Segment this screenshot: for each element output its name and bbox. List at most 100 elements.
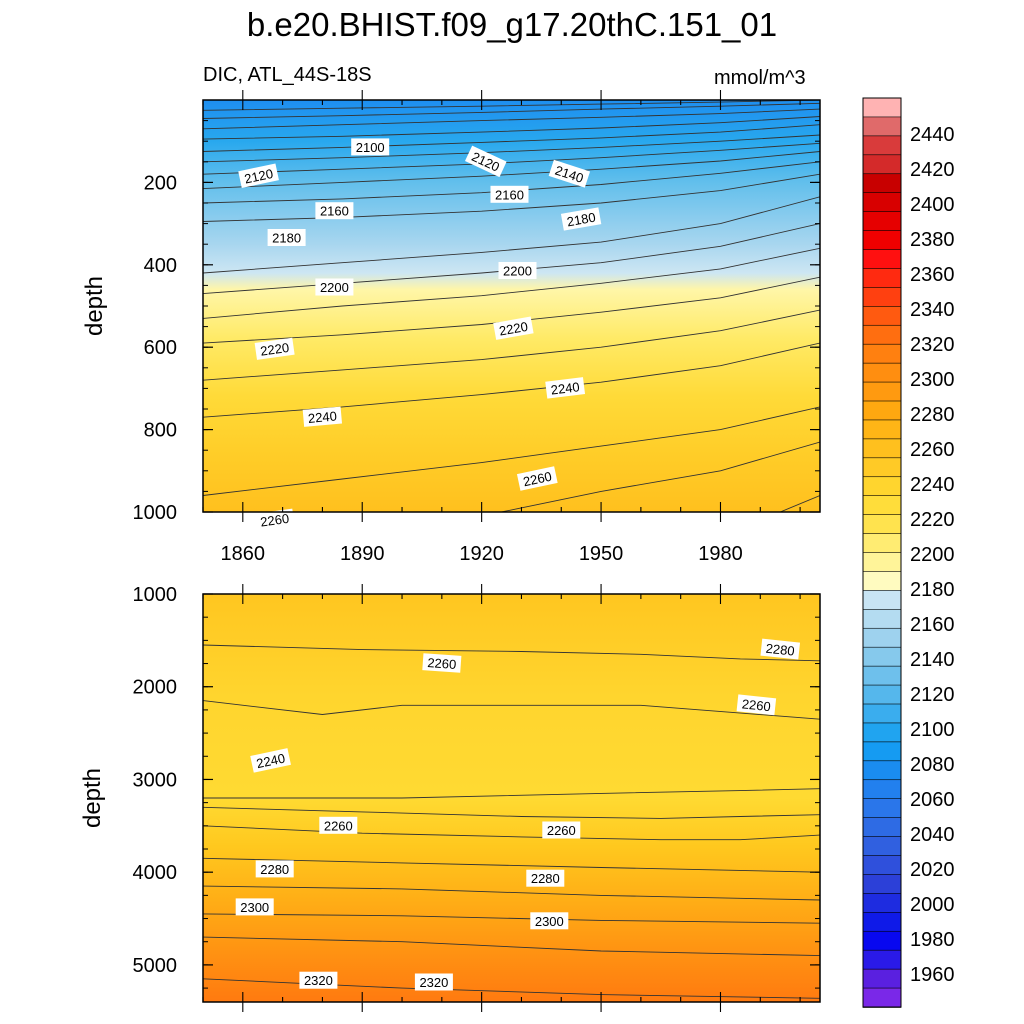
contour-label: 2220 — [493, 316, 534, 340]
contour-label-box — [560, 207, 602, 231]
colorbar-swatch — [862, 912, 902, 933]
contour-label-text: 2220 — [259, 340, 290, 359]
contour-label: 2200 — [315, 278, 354, 296]
contour-label-text: 2320 — [304, 973, 333, 988]
colorbar-swatch — [862, 609, 902, 630]
contour-label-text: 2240 — [255, 751, 286, 772]
contour-label-box — [238, 163, 279, 188]
contour-label-text: 2260 — [427, 655, 457, 672]
contour-label: 2160 — [315, 202, 354, 220]
contour-label-text: 2200 — [320, 280, 349, 295]
x-tick-label: 1980 — [698, 543, 743, 565]
lower-contour-lines — [203, 644, 820, 999]
contour-label-text: 2180 — [272, 231, 301, 246]
contour-label-box — [254, 337, 295, 360]
contour-label-text: 2100 — [356, 140, 385, 155]
colorbar-swatch — [862, 590, 902, 611]
contour-label-text: 2200 — [503, 264, 532, 279]
contour-line-2100 — [203, 100, 820, 111]
contour-label-box — [414, 973, 453, 991]
colorbar-swatch — [862, 287, 902, 308]
colorbar-label: 2080 — [910, 754, 955, 776]
lower-panel-frame — [202, 593, 821, 1003]
contour-line-2220 — [203, 247, 820, 319]
contour-label: 2180 — [267, 229, 306, 246]
contour-label: 2260 — [422, 653, 462, 673]
upper-axis-ticks: 200 400 600 800 1000 1860 1890 1920 1950 1980 — [133, 90, 820, 565]
contour-line-2200 — [203, 196, 820, 274]
colorbar-label: 1960 — [910, 964, 955, 986]
contour-label-text: 2240 — [550, 379, 581, 397]
contour-label: 2220 — [254, 337, 295, 360]
colorbar-label: 2360 — [910, 264, 955, 286]
contour-label-text: 2260 — [522, 469, 553, 490]
contour-label-text: 2320 — [419, 975, 448, 990]
colorbar-swatch — [862, 930, 902, 951]
contour-label: 2260 — [319, 816, 358, 834]
contour-label-box — [299, 971, 338, 989]
x-tick-label: 1950 — [579, 543, 624, 565]
x-tick-label: 1890 — [340, 543, 385, 565]
contour-line-2260 — [203, 806, 820, 819]
colorbar-label: 2200 — [910, 544, 955, 566]
colorbar-swatch — [862, 646, 902, 667]
colorbar-swatch — [862, 268, 902, 289]
colorbar-swatch — [862, 949, 902, 970]
contour-line-2300 — [203, 913, 820, 924]
contour-label-text: 2260 — [547, 823, 576, 838]
contour-label: 2280 — [526, 869, 565, 887]
colorbar-label: 2000 — [910, 894, 955, 916]
contour-label: 2260 — [254, 508, 295, 531]
contour-label: 2120 — [238, 163, 279, 188]
contour-label-box — [516, 466, 558, 491]
contour-label-text: 2300 — [535, 914, 564, 929]
contour-label-text: 2260 — [324, 818, 353, 833]
colorbar-swatch — [862, 154, 902, 175]
colorbar-label: 2280 — [910, 404, 955, 426]
colorbar-swatch — [862, 419, 902, 440]
colorbar-frame — [862, 97, 902, 1008]
contour-label-box — [302, 406, 343, 427]
colorbar-label: 2400 — [910, 194, 955, 216]
contour-label: 2240 — [250, 748, 291, 773]
contour-label: 2200 — [498, 262, 537, 279]
contour-label: 2240 — [545, 377, 586, 399]
contour-label-box — [250, 748, 291, 773]
contour-line-2250 — [203, 700, 820, 720]
contour-label-box — [235, 898, 274, 916]
colorbar-swatch — [862, 457, 902, 478]
contour-label-text: 2280 — [260, 862, 289, 877]
contour-line-2290 — [203, 885, 820, 901]
contour-label: 2300 — [530, 912, 569, 930]
contour-label: 2320 — [299, 971, 338, 989]
contour-label-box — [760, 638, 801, 660]
y-tick-label: 1000 — [133, 584, 178, 606]
contour-label: 2260 — [516, 466, 558, 491]
y-tick-label: 4000 — [133, 862, 178, 884]
colorbar-label: 2320 — [910, 334, 955, 356]
colorbar-label: 2340 — [910, 299, 955, 321]
contour-label-box — [490, 185, 529, 203]
contour-label-box — [526, 869, 565, 887]
colorbar-swatch — [862, 817, 902, 838]
colorbar-swatch — [862, 381, 902, 402]
y-tick-label: 200 — [144, 172, 177, 194]
colorbar-label: 2380 — [910, 229, 955, 251]
colorbar-swatch — [862, 798, 902, 819]
colorbar-swatch — [862, 97, 902, 118]
contour-label-box — [315, 278, 354, 296]
contour-label: 2320 — [414, 973, 453, 991]
colorbar-swatch — [862, 211, 902, 232]
colorbar-swatch — [862, 722, 902, 743]
contour-label-box — [315, 202, 354, 220]
colorbar-swatch — [862, 324, 902, 345]
colorbar-swatch — [862, 476, 902, 497]
contour-label-box — [464, 145, 507, 178]
contour-line-2170 — [203, 151, 820, 190]
y-tick-label: 3000 — [133, 769, 178, 791]
y-tick-label: 600 — [144, 337, 177, 359]
colorbar-swatch — [862, 855, 902, 876]
colorbar-swatch — [862, 741, 902, 762]
contour-label: 2280 — [760, 638, 801, 660]
colorbar-swatch — [862, 760, 902, 781]
